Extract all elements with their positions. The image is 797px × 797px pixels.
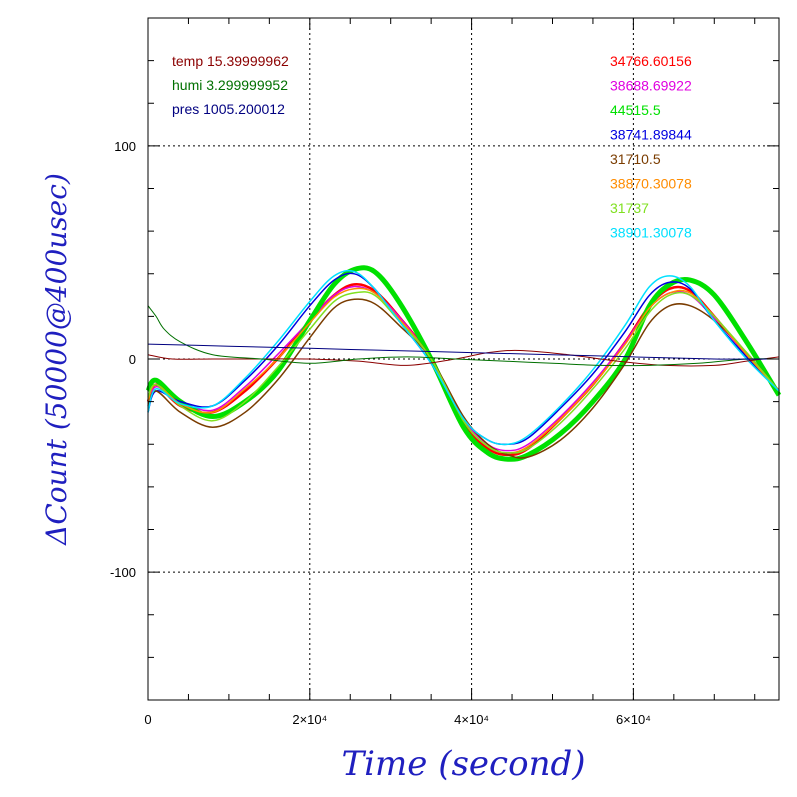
series-legend-item: 44515.5 bbox=[610, 102, 661, 118]
env-legend-item: humi 3.299999952 bbox=[172, 77, 288, 93]
x-tick-label: 4×10⁴ bbox=[454, 712, 489, 727]
series-line-7 bbox=[147, 269, 780, 446]
x-tick-label: 2×10⁴ bbox=[292, 712, 327, 727]
series-legend-item: 31737 bbox=[610, 200, 649, 216]
series-legend-item: 38901.30078 bbox=[610, 225, 692, 241]
x-tick-label: 0 bbox=[144, 712, 151, 727]
y-tick-label: 100 bbox=[114, 139, 136, 154]
x-axis-title: Time (second) bbox=[342, 744, 586, 784]
series-line-9 bbox=[147, 305, 780, 367]
series-legend-item: 34766.60156 bbox=[610, 53, 692, 69]
series-legend-item: 38870.30078 bbox=[610, 176, 692, 192]
series-lines bbox=[145, 265, 782, 462]
series-line-4 bbox=[147, 298, 780, 459]
tick-labels: 0 2×10⁴ 4×10⁴ 6×10⁴ 100 0 -100 bbox=[110, 139, 651, 727]
series-line-2 bbox=[145, 265, 782, 462]
series-line-6 bbox=[147, 291, 780, 454]
series-legend: 34766.60156 38688.69922 44515.5 38741.89844… bbox=[610, 53, 692, 241]
series-line-10 bbox=[147, 343, 780, 360]
series-legend-item: 38741.89844 bbox=[610, 127, 692, 143]
y-tick-label: 0 bbox=[129, 352, 136, 367]
series-line-8 bbox=[147, 349, 780, 367]
y-tick-label: -100 bbox=[110, 565, 136, 580]
series-legend-item: 31710.5 bbox=[610, 151, 661, 167]
env-legend-item: pres 1005.200012 bbox=[172, 101, 285, 117]
tick-marks bbox=[147, 17, 779, 701]
x-tick-label: 6×10⁴ bbox=[616, 712, 651, 727]
y-axis-title: ΔCount (50000@400usec) bbox=[40, 173, 73, 546]
env-legend-item: temp 15.39999962 bbox=[172, 53, 289, 69]
series-legend-item: 38688.69922 bbox=[610, 78, 692, 94]
env-legend: temp 15.39999962 humi 3.299999952 pres 100… bbox=[172, 53, 289, 117]
